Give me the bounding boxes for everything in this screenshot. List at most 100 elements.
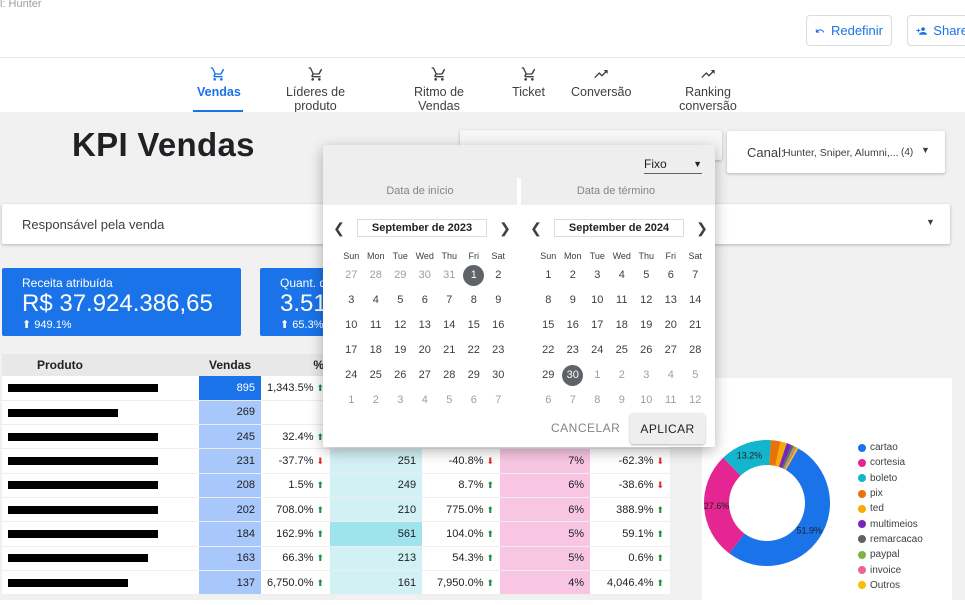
legend-item[interactable]: invoice [858,562,923,577]
legend-item[interactable]: cartao [858,440,923,455]
calendar-day[interactable]: 10 [585,290,610,315]
calendar-day[interactable]: 3 [634,365,659,390]
end-month-title[interactable]: September de 2024 [553,219,685,237]
calendar-day[interactable]: 26 [388,365,413,390]
calendar-day[interactable]: 5 [388,290,413,315]
calendar-day[interactable]: 12 [683,390,708,415]
donut-slice-invoice[interactable] [784,446,797,470]
calendar-day[interactable]: 22 [536,340,561,365]
donut-slice-paypal[interactable] [783,445,796,470]
calendar-day[interactable]: 25 [610,340,635,365]
calendar-day[interactable]: 5 [683,365,708,390]
calendar-day[interactable]: 23 [561,340,586,365]
calendar-day[interactable]: 18 [610,315,635,340]
calendar-day[interactable]: 10 [634,390,659,415]
chevron-right-icon[interactable]: ❯ [696,219,708,236]
calendar-day[interactable]: 2 [610,365,635,390]
share-button[interactable]: Share [907,15,965,46]
calendar-day[interactable]: 21 [437,340,462,365]
calendar-day[interactable]: 2 [561,265,586,290]
donut-slice-cartao[interactable] [729,448,830,566]
calendar-day[interactable]: 7 [683,265,708,290]
tab-vendas[interactable]: Vendas [193,66,243,112]
tab-lideres-produto[interactable]: Líderes de produto [264,66,367,113]
calendar-day[interactable]: 20 [659,315,684,340]
tab-conversao[interactable]: Conversão [571,66,631,112]
legend-item[interactable]: remarcacao [858,532,923,547]
calendar-day[interactable]: 6 [536,390,561,415]
calendar-day[interactable]: 31 [437,265,462,290]
table-row[interactable]: 202 708.0% ⬆ 210 775.0% ⬆ 6% 388.9% ⬆ [2,497,671,523]
column-header-produto[interactable]: Produto [2,354,199,376]
legend-item[interactable]: cortesia [858,455,923,470]
cancel-button[interactable]: CANCELAR [551,421,621,435]
table-row[interactable]: 231 -37.7% ⬇ 251 -40.8% ⬇ 7% -62.3% ⬇ [2,448,671,474]
selected-day[interactable]: 1 [462,265,487,290]
table-row[interactable]: 208 1.5% ⬆ 249 8.7% ⬆ 6% -38.6% ⬇ [2,473,671,498]
calendar-day[interactable]: 13 [413,315,438,340]
chevron-left-icon[interactable]: ❮ [333,219,345,236]
calendar-day[interactable]: 8 [536,290,561,315]
reset-button[interactable]: Redefinir [806,15,892,46]
calendar-day[interactable]: 9 [486,290,511,315]
calendar-day[interactable]: 5 [437,390,462,415]
calendar-day[interactable]: 19 [634,315,659,340]
calendar-day[interactable]: 29 [388,265,413,290]
calendar-day[interactable]: 9 [610,390,635,415]
calendar-day[interactable]: 2 [364,390,389,415]
calendar-day[interactable]: 11 [610,290,635,315]
calendar-day[interactable]: 14 [437,315,462,340]
calendar-day[interactable]: 8 [585,390,610,415]
calendar-day[interactable]: 6 [462,390,487,415]
tab-ticket[interactable]: Ticket [511,66,546,112]
calendar-day[interactable]: 9 [561,290,586,315]
table-row[interactable]: 163 66.3% ⬆ 213 54.3% ⬆ 5% 0.6% ⬆ [2,546,671,571]
donut-slice-cortesia[interactable] [704,457,745,554]
calendar-day[interactable]: 21 [683,315,708,340]
column-header-vendas[interactable]: Vendas [199,354,261,376]
calendar-day[interactable]: 13 [659,290,684,315]
calendar-day[interactable]: 12 [388,315,413,340]
calendar-day[interactable]: 24 [339,365,364,390]
legend-item[interactable]: ted [858,501,923,516]
calendar-day[interactable]: 1 [339,390,364,415]
calendar-day[interactable]: 30 [413,265,438,290]
date-mode-select[interactable]: Fixo ▼ [644,154,702,174]
calendar-day[interactable]: 20 [413,340,438,365]
table-row[interactable]: 184 162.9% ⬆ 561 104.0% ⬆ 5% 59.1% ⬆ [2,521,671,547]
calendar-day[interactable]: 27 [339,265,364,290]
calendar-day[interactable]: 28 [437,365,462,390]
calendar-day[interactable]: 28 [683,340,708,365]
calendar-day[interactable]: 7 [486,390,511,415]
donut-slice-multimeios[interactable] [778,443,792,469]
calendar-day[interactable]: 28 [364,265,389,290]
calendar-day[interactable]: 25 [364,365,389,390]
donut-slice-ted[interactable] [775,441,787,467]
calendar-day[interactable]: 6 [659,265,684,290]
calendar-day[interactable]: 5 [634,265,659,290]
chevron-right-icon[interactable]: ❯ [499,219,511,236]
calendar-day[interactable]: 2 [486,265,511,290]
calendar-day[interactable]: 16 [561,315,586,340]
calendar-day[interactable]: 16 [486,315,511,340]
calendar-day[interactable]: 23 [486,340,511,365]
legend-item[interactable]: multimeios [858,516,923,531]
calendar-day[interactable]: 17 [339,340,364,365]
donut-slice-outros[interactable] [785,447,799,471]
calendar-day[interactable]: 27 [413,365,438,390]
tab-ranking-conversao[interactable]: Ranking conversão [656,66,760,113]
calendar-day[interactable]: 19 [388,340,413,365]
calendar-day[interactable]: 18 [364,340,389,365]
calendar-day[interactable]: 1 [536,265,561,290]
legend-item[interactable]: pix [858,486,923,501]
calendar-day[interactable]: 29 [462,365,487,390]
calendar-day[interactable]: 12 [634,290,659,315]
selected-day[interactable]: 30 [561,365,586,390]
calendar-day[interactable]: 4 [364,290,389,315]
canal-filter[interactable]: Canal: Hunter, Sniper, Alumni,... (4) ▼ [727,131,945,173]
calendar-day[interactable]: 15 [536,315,561,340]
calendar-day[interactable]: 3 [585,265,610,290]
calendar-day[interactable]: 3 [339,290,364,315]
legend-item[interactable]: boleto [858,471,923,486]
legend-item[interactable]: paypal [858,547,923,562]
